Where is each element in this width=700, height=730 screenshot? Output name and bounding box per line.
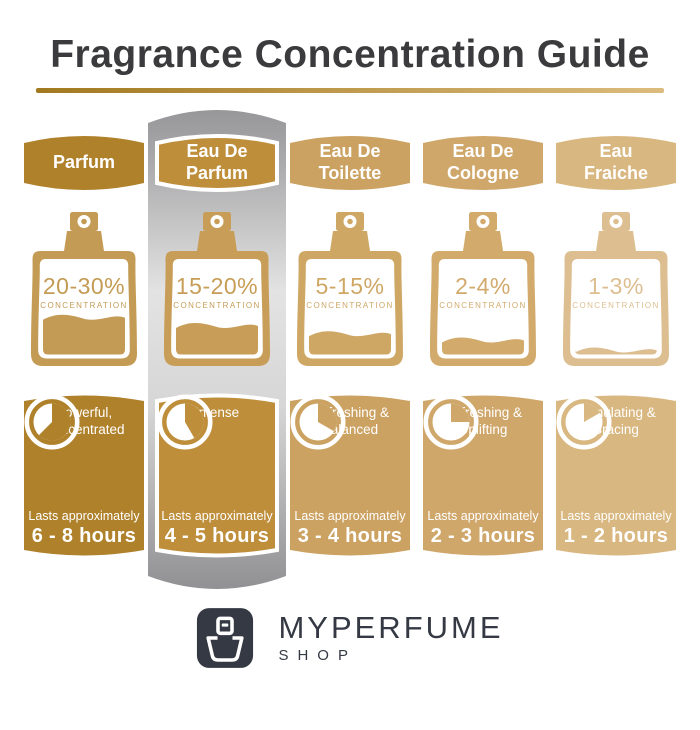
category-badge: Eau Fraiche bbox=[554, 132, 678, 194]
duration-value: 6 - 8 hours bbox=[31, 525, 137, 547]
concentration-value: 1-3% bbox=[588, 273, 644, 299]
clock-icon bbox=[290, 394, 380, 498]
lasts-label: Lasts approximately bbox=[161, 508, 273, 523]
column-eau-de-parfum: Eau De Parfum 15-20% CONCENTRATION Inten… bbox=[148, 107, 286, 589]
category-badge: Eau De Parfum bbox=[155, 132, 279, 194]
clock-icon bbox=[423, 394, 513, 498]
lasts-label: Lasts approximately bbox=[427, 508, 539, 523]
concentration-label: CONCENTRATION bbox=[306, 301, 394, 310]
concentration-label: CONCENTRATION bbox=[572, 301, 660, 310]
category-name: Eau De Cologne bbox=[447, 141, 519, 183]
column-parfum: Parfum 20-30% CONCENTRATION Powerful, Co… bbox=[22, 107, 146, 559]
info-card: Intense Lasts approximately 4 - 5 hours bbox=[155, 392, 279, 559]
concentration-label: CONCENTRATION bbox=[439, 301, 527, 310]
page-title: Fragrance Concentration Guide bbox=[50, 33, 650, 76]
bottle-graphic bbox=[423, 209, 543, 369]
info-card: Powerful, Concentrated Lasts approximate… bbox=[22, 392, 146, 559]
badge-shape-icon bbox=[423, 136, 543, 190]
category-name: Eau De Parfum bbox=[185, 141, 248, 183]
brand-subtitle: SHOP bbox=[278, 647, 357, 665]
clock-icon bbox=[556, 394, 646, 498]
clock-icon bbox=[157, 394, 247, 498]
bottle-graphic bbox=[290, 209, 410, 369]
category-name: Eau De Toilette bbox=[318, 141, 382, 183]
category-badge: Eau De Cologne bbox=[421, 132, 545, 194]
badge-shape-icon bbox=[556, 136, 676, 190]
badge-shape-icon bbox=[24, 136, 144, 190]
perfume-bottle-icon: 2-4% CONCENTRATION bbox=[421, 209, 545, 369]
column-eau-fraiche: Eau Fraiche 1-3% CONCENTRATION Stimulati… bbox=[554, 107, 678, 559]
perfume-bottle-icon: 1-3% CONCENTRATION bbox=[554, 209, 678, 369]
brand-name: MYPERFUME bbox=[278, 609, 504, 645]
column-eau-de-toilette: Eau De Toilette 5-15% CONCENTRATION Refr… bbox=[288, 107, 412, 559]
bottle-graphic bbox=[24, 209, 144, 369]
lasts-label: Lasts approximately bbox=[560, 508, 672, 523]
brand-logo: MYPERFUME SHOP bbox=[0, 607, 700, 669]
lasts-label: Lasts approximately bbox=[28, 508, 140, 523]
category-badge: Parfum bbox=[22, 132, 146, 194]
badge-shape-icon bbox=[290, 136, 410, 190]
concentration-value: 5-15% bbox=[315, 273, 385, 299]
category-name: Eau Fraiche bbox=[583, 141, 649, 183]
clock-icon bbox=[24, 394, 114, 498]
perfume-bottle-icon: 5-15% CONCENTRATION bbox=[288, 209, 412, 369]
perfume-bottle-icon: 15-20% CONCENTRATION bbox=[155, 209, 279, 369]
duration-value: 3 - 4 hours bbox=[297, 525, 403, 547]
column-eau-de-cologne: Eau De Cologne 2-4% CONCENTRATION Refres… bbox=[421, 107, 545, 559]
lasts-label: Lasts approximately bbox=[294, 508, 406, 523]
bottle-graphic bbox=[556, 209, 676, 369]
bottle-graphic bbox=[157, 209, 277, 369]
perfume-bottle-logo-icon bbox=[197, 608, 254, 668]
concentration-value: 15-20% bbox=[175, 273, 259, 299]
info-card: Refreshing & Uplifting Lasts approximate… bbox=[421, 392, 545, 559]
fragrance-columns: Parfum 20-30% CONCENTRATION Powerful, Co… bbox=[22, 107, 678, 589]
category-badge: Eau De Toilette bbox=[288, 132, 412, 194]
info-card: Refreshing & Balanced Lasts approximatel… bbox=[288, 392, 412, 559]
duration-value: 4 - 5 hours bbox=[164, 525, 270, 547]
header: Fragrance Concentration Guide bbox=[0, 30, 700, 93]
info-card: Stimulating & Bracing Lasts approximatel… bbox=[554, 392, 678, 559]
concentration-label: CONCENTRATION bbox=[173, 301, 261, 310]
concentration-label: CONCENTRATION bbox=[40, 301, 128, 310]
concentration-value: 20-30% bbox=[42, 273, 126, 299]
badge-shape-icon bbox=[155, 134, 279, 192]
perfume-bottle-icon: 20-30% CONCENTRATION bbox=[22, 209, 146, 369]
duration-value: 2 - 3 hours bbox=[430, 525, 536, 547]
title-underline bbox=[36, 88, 664, 93]
concentration-value: 2-4% bbox=[455, 273, 511, 299]
category-name: Parfum bbox=[52, 152, 115, 173]
duration-value: 1 - 2 hours bbox=[563, 525, 669, 547]
